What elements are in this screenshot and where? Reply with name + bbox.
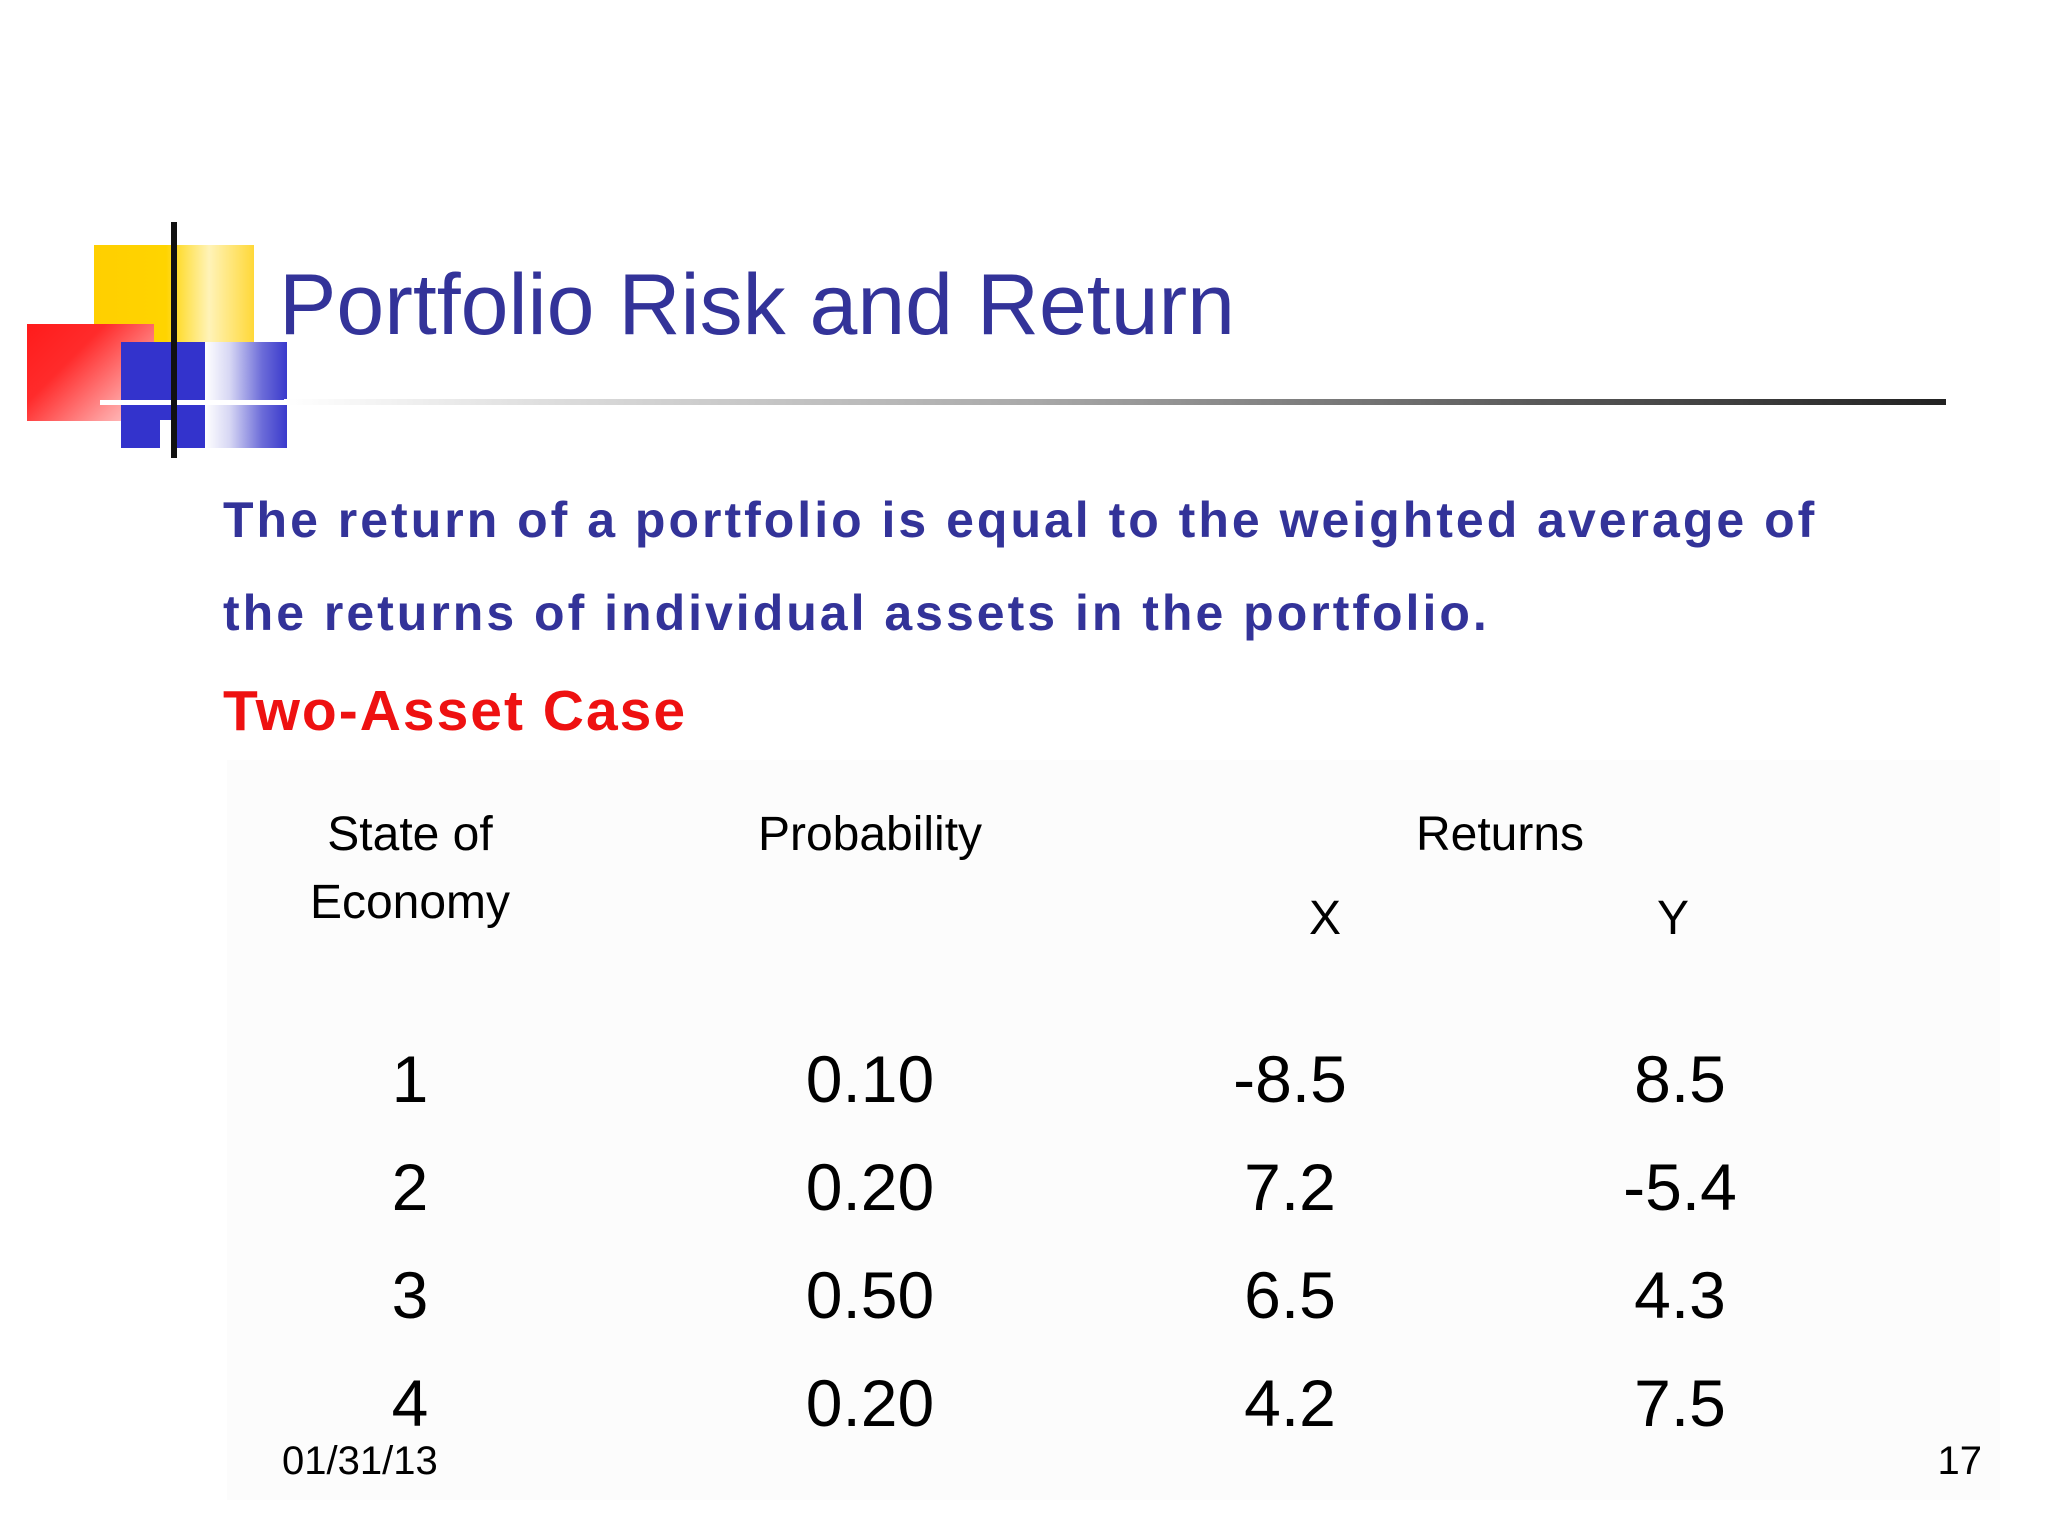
cell-probability: 0.10 [805,1042,935,1116]
header-probability: Probability [757,808,983,861]
blue-gradient-square [205,342,287,448]
cell-state: 3 [391,1258,429,1332]
cell-state: 2 [391,1150,429,1224]
content-background [227,760,2000,1500]
cell-state: 4 [391,1366,429,1440]
table-row: 1 0.10 -8.5 8.5 [0,1025,2048,1133]
slide-number: 17 [1937,1439,1983,1483]
intro-paragraph: The return of a portfolio is equal to th… [223,474,1923,660]
intro-line-2: the returns of individual assets in the … [223,585,1490,641]
footer-date: 01/31/13 [282,1439,438,1483]
slide-title: Portfolio Risk and Return [279,257,1235,353]
table-body: 1 0.10 -8.5 8.5 2 0.20 7.2 -5.4 3 0.50 6… [0,1025,2048,1457]
white-crossbar [100,400,284,405]
header-returns: Returns [1415,808,1585,861]
cell-return-x: 7.2 [1244,1150,1336,1224]
header-state-line-1: State of [327,808,493,861]
cell-probability: 0.50 [805,1258,935,1332]
table-row: 3 0.50 6.5 4.3 [0,1241,2048,1349]
cell-probability: 0.20 [805,1150,935,1224]
header-state-line-2: Economy [309,876,511,929]
title-underline [284,399,1946,405]
black-vertical-line [171,222,177,458]
cell-return-x: 4.2 [1244,1366,1336,1440]
cell-probability: 0.20 [805,1366,935,1440]
blue-square-gap [160,420,172,448]
section-subheading: Two-Asset Case [223,679,688,743]
cell-return-x: 6.5 [1244,1258,1336,1332]
cell-state: 1 [391,1042,429,1116]
cell-return-y: -5.4 [1623,1150,1737,1224]
table-row: 2 0.20 7.2 -5.4 [0,1133,2048,1241]
header-state-of-economy: State of Economy [280,801,540,937]
table-row: 4 0.20 4.2 7.5 [0,1349,2048,1457]
header-return-x: X [1308,892,1341,945]
cell-return-y: 8.5 [1634,1042,1726,1116]
cell-return-x: -8.5 [1233,1042,1347,1116]
header-return-y: Y [1656,892,1689,945]
cell-return-y: 7.5 [1634,1366,1726,1440]
intro-line-1: The return of a portfolio is equal to th… [223,492,1818,548]
cell-return-y: 4.3 [1634,1258,1726,1332]
